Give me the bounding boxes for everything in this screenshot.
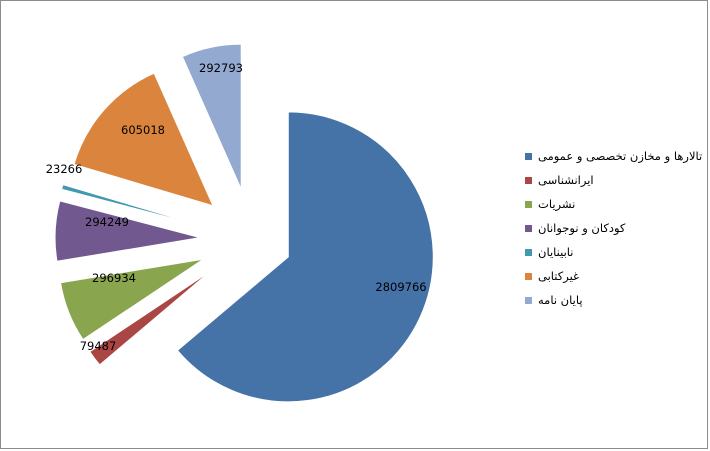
pie-slice (61, 184, 203, 227)
legend-swatch (525, 248, 532, 256)
legend-label: کودکان و نوجوانان (538, 221, 626, 235)
legend-swatch (525, 152, 532, 160)
pie-slice (176, 111, 434, 403)
legend-label: ایرانشناسی (538, 173, 594, 187)
legend-swatch (525, 272, 532, 280)
legend-swatch (525, 296, 532, 304)
data-label: 605018 (121, 123, 165, 137)
legend-label: غیرکتابی (538, 269, 580, 283)
data-label: 2809766 (375, 280, 426, 294)
pie-slice (181, 43, 242, 190)
legend-label: تالارها و مخازن تخصصی و عمومی (538, 149, 703, 163)
legend-swatch (525, 200, 532, 208)
pie-slice (73, 72, 214, 207)
legend: تالارها و مخازن تخصصی و عمومی ایرانشناسی… (525, 144, 705, 312)
legend-swatch (525, 176, 532, 184)
pie-slice (54, 200, 201, 262)
legend-item: غیرکتابی (525, 264, 705, 288)
legend-label: پایان نامه (538, 293, 583, 307)
legend-swatch (525, 224, 532, 232)
legend-item: نشریات (525, 192, 705, 216)
legend-item: پایان نامه (525, 288, 705, 312)
data-label: 79487 (80, 339, 117, 353)
legend-item: تالارها و مخازن تخصصی و عمومی (525, 144, 705, 168)
legend-item: نابینایان (525, 240, 705, 264)
legend-item: ایرانشناسی (525, 168, 705, 192)
legend-label: نشریات (538, 197, 576, 211)
data-label: 294249 (85, 215, 129, 229)
legend-label: نابینایان (538, 245, 574, 259)
legend-item: کودکان و نوجوانان (525, 216, 705, 240)
data-label: 23266 (46, 162, 83, 176)
data-label: 296934 (92, 271, 136, 285)
pie-slice (89, 270, 211, 366)
data-label: 292793 (199, 61, 243, 75)
pie-slice (60, 258, 204, 341)
